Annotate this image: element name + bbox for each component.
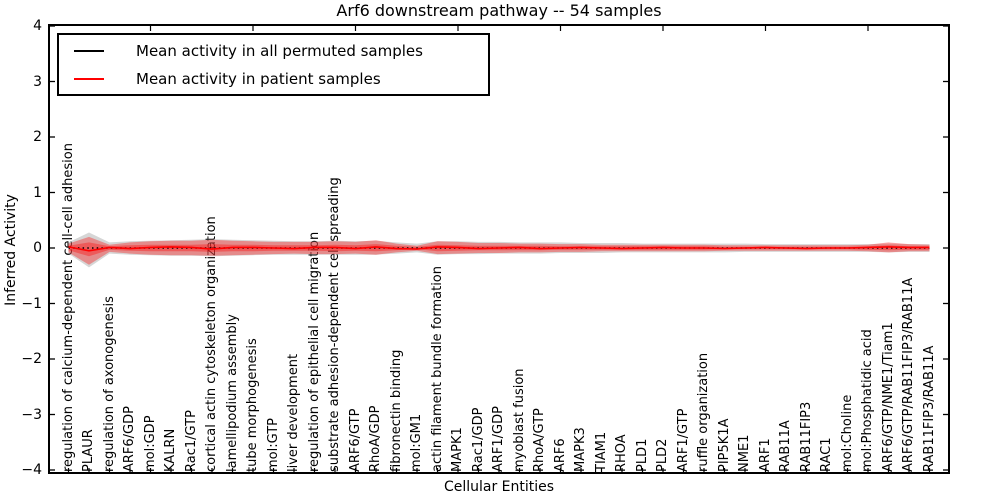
- y-tick-label: 4: [33, 18, 42, 34]
- y-tick-label: −3: [21, 406, 42, 423]
- legend-item-patient: Mean activity in patient samples: [59, 67, 488, 91]
- y-tick-label: −1: [21, 295, 42, 312]
- chart-canvas: [48, 24, 950, 474]
- patient-samples-std-band: [68, 236, 930, 265]
- x-axis-label: Cellular Entities: [443, 479, 555, 495]
- legend-label: Mean activity in patient samples: [136, 69, 381, 88]
- patient-samples-inner-band: [68, 242, 930, 257]
- y-tick-label: 2: [33, 129, 42, 145]
- Mean-activity-in-patient-samples-line: [68, 246, 930, 252]
- y-tick-label: 0: [33, 240, 42, 256]
- legend-item-permuted: Mean activity in all permuted samples: [59, 39, 488, 63]
- chart-title: Arf6 downstream pathway -- 54 samples: [336, 1, 662, 20]
- legend-label: Mean activity in all permuted samples: [136, 41, 423, 60]
- y-tick-label: −2: [21, 351, 42, 367]
- y-tick-label: 1: [33, 184, 42, 201]
- patient-line-swatch: [74, 77, 104, 80]
- y-tick-label: 3: [33, 73, 42, 90]
- legend: Mean activity in all permuted samples Me…: [57, 33, 490, 96]
- permuted-line-swatch: [74, 49, 104, 52]
- permuted-samples-std-band: [68, 232, 930, 268]
- y-tick-label: −4: [21, 462, 42, 478]
